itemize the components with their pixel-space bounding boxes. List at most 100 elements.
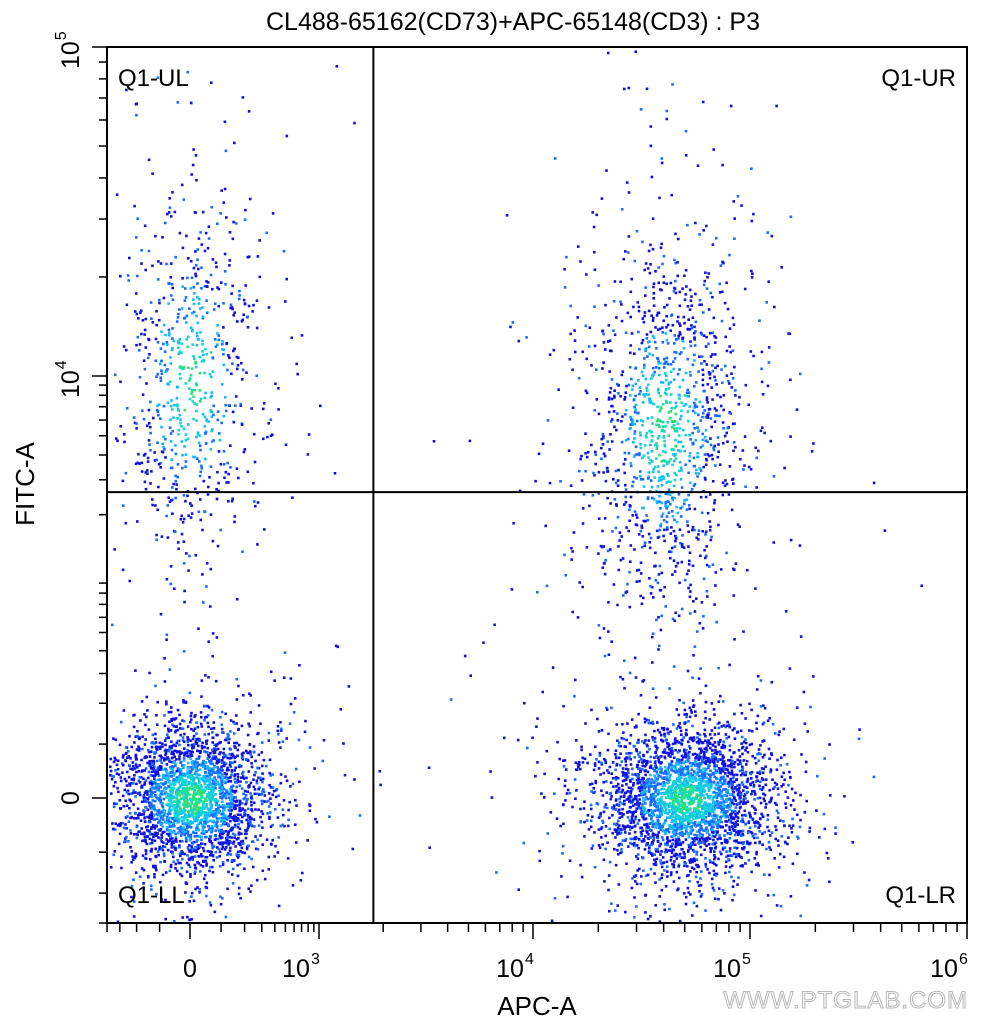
event-dot <box>675 708 679 711</box>
event-dot <box>197 828 200 832</box>
event-dot <box>216 820 219 824</box>
event-dot <box>253 792 257 796</box>
event-dot <box>717 732 720 735</box>
event-dot <box>187 743 190 747</box>
event-dot <box>692 796 695 800</box>
event-dot <box>149 448 152 452</box>
event-dot <box>666 875 669 878</box>
event-dot <box>216 782 220 786</box>
event-dot <box>295 841 298 844</box>
event-dot <box>563 759 567 762</box>
event-dot <box>728 802 732 805</box>
event-dot <box>643 791 647 795</box>
event-dot <box>173 718 176 721</box>
event-dot <box>307 433 311 436</box>
event-dot <box>277 387 280 390</box>
event-dot <box>114 822 117 825</box>
event-dot <box>205 715 209 719</box>
event-dot <box>221 810 225 814</box>
event-dot <box>175 809 179 813</box>
event-dot <box>168 869 172 873</box>
event-dot <box>648 836 652 839</box>
event-dot <box>653 809 656 813</box>
event-dot <box>258 275 262 279</box>
event-dot <box>562 822 565 826</box>
event-dot <box>656 728 660 732</box>
event-dot <box>174 479 178 483</box>
event-dot <box>166 401 170 405</box>
event-dot <box>192 310 196 314</box>
event-dot <box>180 767 183 771</box>
event-dot <box>212 782 216 786</box>
event-dot <box>131 791 135 795</box>
event-dot <box>653 784 656 788</box>
event-dot <box>209 752 212 755</box>
event-dot <box>125 407 129 410</box>
event-dot <box>205 805 208 808</box>
event-dot <box>160 898 163 901</box>
event-dot <box>727 758 730 762</box>
event-dot <box>248 197 252 201</box>
event-dot <box>574 761 578 764</box>
event-dot <box>653 822 657 826</box>
event-dot <box>131 768 135 771</box>
event-dot <box>184 382 187 385</box>
event-dot <box>769 771 772 774</box>
event-dot <box>757 748 761 751</box>
event-dot <box>186 818 189 822</box>
event-dot <box>167 785 170 788</box>
event-dot <box>225 341 229 345</box>
event-dot <box>221 791 224 794</box>
event-dot <box>213 838 217 841</box>
event-dot <box>744 785 747 789</box>
event-dot <box>630 818 634 822</box>
event-dot <box>773 781 777 785</box>
event-dot <box>233 141 236 145</box>
event-dot <box>298 664 301 667</box>
event-dot <box>195 742 198 746</box>
event-dot <box>319 404 322 408</box>
event-dot <box>182 787 185 790</box>
event-dot <box>136 729 139 733</box>
event-dot <box>279 729 283 732</box>
event-dot <box>225 836 229 839</box>
event-dot <box>169 710 173 714</box>
event-dot <box>169 820 173 824</box>
event-dot <box>342 742 345 745</box>
event-dot <box>751 790 754 793</box>
event-dot <box>174 474 177 478</box>
event-dot <box>772 787 775 791</box>
event-dot <box>708 837 712 840</box>
event-dot <box>688 812 692 816</box>
event-dot <box>222 751 225 755</box>
event-dot <box>748 702 751 706</box>
event-dot <box>233 347 236 351</box>
event-dot <box>777 733 781 737</box>
event-dot <box>706 744 709 747</box>
event-dot <box>682 701 685 705</box>
event-dot <box>177 346 180 349</box>
event-dot <box>153 774 156 778</box>
event-dot <box>213 780 217 783</box>
event-dot <box>776 839 780 842</box>
event-dot <box>718 721 721 725</box>
event-dot <box>600 826 604 829</box>
event-dot <box>130 745 134 749</box>
event-dot <box>705 746 708 750</box>
event-dot <box>194 487 197 491</box>
event-dot <box>225 822 228 825</box>
event-dot <box>191 855 194 859</box>
event-dot <box>176 408 180 411</box>
event-dot <box>629 763 633 766</box>
event-dot <box>617 824 621 827</box>
event-dot <box>130 861 133 864</box>
event-dot <box>705 590 709 593</box>
event-dot <box>162 768 165 771</box>
event-dot <box>202 353 205 357</box>
event-dot <box>269 434 273 437</box>
event-dot <box>152 865 155 869</box>
event-dot <box>133 421 137 425</box>
event-dot <box>246 822 250 826</box>
event-dot <box>217 758 220 762</box>
event-dot <box>195 331 199 335</box>
